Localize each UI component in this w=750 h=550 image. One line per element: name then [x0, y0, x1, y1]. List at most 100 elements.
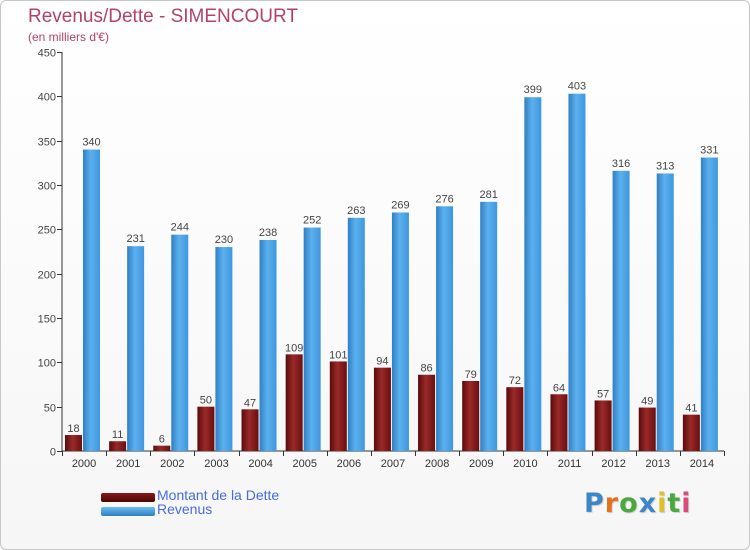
y-tick-label: 250 — [38, 225, 56, 237]
logo-letter: i — [681, 488, 692, 519]
data-label-revenus: 403 — [568, 81, 586, 93]
y-tick-label: 100 — [38, 358, 56, 370]
bar-revenus — [700, 157, 718, 451]
data-label-revenus: 313 — [656, 160, 674, 172]
logo-letter: i — [657, 488, 668, 519]
x-tick-label: 2013 — [646, 458, 670, 470]
bar-dette — [241, 409, 259, 451]
bar-dette — [462, 380, 480, 451]
data-label-dette: 94 — [376, 356, 388, 368]
data-label-revenus: 263 — [347, 205, 365, 217]
y-tick-label: 150 — [38, 314, 56, 326]
data-label-dette: 109 — [285, 342, 303, 354]
data-label-dette: 18 — [67, 423, 79, 435]
bar-revenus — [347, 217, 365, 451]
x-tick-label: 2004 — [248, 458, 272, 470]
x-tick-label: 2011 — [558, 458, 582, 470]
data-label-revenus: 331 — [700, 145, 718, 157]
bar-dette — [373, 367, 391, 451]
data-label-dette: 86 — [420, 363, 432, 375]
data-label-dette: 49 — [641, 396, 653, 408]
logo-letter: r — [604, 488, 620, 519]
x-tick-label: 2010 — [513, 458, 537, 470]
bar-dette — [109, 441, 127, 451]
data-labels: 18 340 11 231 6 244 50 230 47 238 109 252 101 263 94 26… — [67, 81, 718, 446]
x-tick-label: 2003 — [204, 458, 228, 470]
data-label-revenus: 238 — [259, 227, 277, 239]
data-label-dette: 57 — [597, 388, 609, 400]
bar-revenus — [127, 246, 145, 451]
x-tick-label: 2008 — [425, 458, 449, 470]
bar-dette — [506, 387, 524, 451]
bar-dette — [329, 361, 347, 451]
data-label-revenus: 230 — [215, 234, 233, 246]
data-label-dette: 41 — [685, 403, 697, 415]
data-label-revenus: 252 — [303, 215, 321, 227]
logo-letter: o — [619, 488, 639, 519]
chart-title: Revenus/Dette - SIMENCOURT — [28, 6, 298, 27]
bar-revenus — [480, 201, 498, 451]
x-tick-label: 2006 — [337, 458, 361, 470]
bars — [65, 93, 718, 452]
bar-revenus — [568, 93, 586, 451]
bar-revenus — [303, 227, 321, 451]
legend-label-dette: Montant de la Dette — [157, 487, 280, 503]
bar-revenus — [83, 149, 100, 452]
data-label-revenus: 244 — [171, 222, 189, 234]
x-tick-label: 2014 — [690, 458, 714, 470]
proxiti-logo: Proxiti — [584, 488, 692, 519]
chart-subtitle: (en milliers d'€) — [28, 30, 109, 44]
data-label-revenus: 316 — [612, 158, 630, 170]
data-label-dette: 72 — [509, 375, 521, 387]
data-label-revenus: 231 — [126, 233, 144, 245]
data-label-dette: 79 — [465, 369, 477, 381]
bar-revenus — [656, 173, 674, 451]
y-tick-label: 50 — [44, 403, 56, 415]
x-tick-label: 2012 — [601, 458, 625, 470]
bar-dette — [418, 374, 436, 451]
x-tick-label: 2005 — [292, 458, 316, 470]
bar-revenus — [612, 170, 630, 451]
data-label-dette: 101 — [329, 349, 347, 361]
bar-revenus — [171, 234, 189, 451]
y-tick-label: 450 — [38, 48, 56, 60]
bar-dette — [594, 400, 612, 451]
bar-revenus — [259, 239, 277, 451]
data-label-dette: 11 — [112, 429, 123, 441]
bar-dette — [65, 435, 82, 451]
y-tick-label: 400 — [38, 92, 56, 104]
data-label-revenus: 281 — [480, 189, 498, 201]
x-tick-label: 2000 — [72, 458, 96, 470]
y-tick-label: 350 — [38, 137, 56, 149]
bar-revenus — [436, 206, 454, 451]
y-tick-label: 300 — [38, 181, 56, 193]
data-label-revenus: 269 — [391, 199, 409, 211]
logo-letter: t — [667, 488, 682, 519]
data-label-revenus: 399 — [524, 84, 542, 96]
y-tick-label: 0 — [50, 447, 56, 459]
bar-dette — [682, 414, 700, 451]
bar-dette — [197, 406, 215, 451]
bar-revenus — [215, 247, 233, 451]
x-tick-label: 2001 — [116, 458, 140, 470]
data-label-revenus: 340 — [82, 137, 100, 149]
bar-dette — [285, 354, 303, 451]
data-label-dette: 50 — [200, 395, 212, 407]
data-label-dette: 47 — [244, 397, 256, 409]
data-label-dette: 64 — [553, 382, 565, 394]
x-tick-label: 2009 — [469, 458, 493, 470]
legend-label-revenus: Revenus — [157, 501, 213, 517]
y-tick-label: 200 — [38, 270, 56, 282]
bar-dette — [638, 407, 656, 451]
logo-letter: x — [638, 488, 658, 519]
logo-letter: P — [584, 488, 605, 519]
bar-dette — [153, 445, 171, 451]
x-tick-label: 2007 — [381, 458, 405, 470]
data-label-revenus: 276 — [435, 193, 453, 205]
bar-dette — [550, 394, 568, 451]
bar-revenus — [524, 97, 542, 451]
legend-swatch-revenus — [101, 507, 155, 516]
x-tick-label: 2002 — [160, 458, 184, 470]
